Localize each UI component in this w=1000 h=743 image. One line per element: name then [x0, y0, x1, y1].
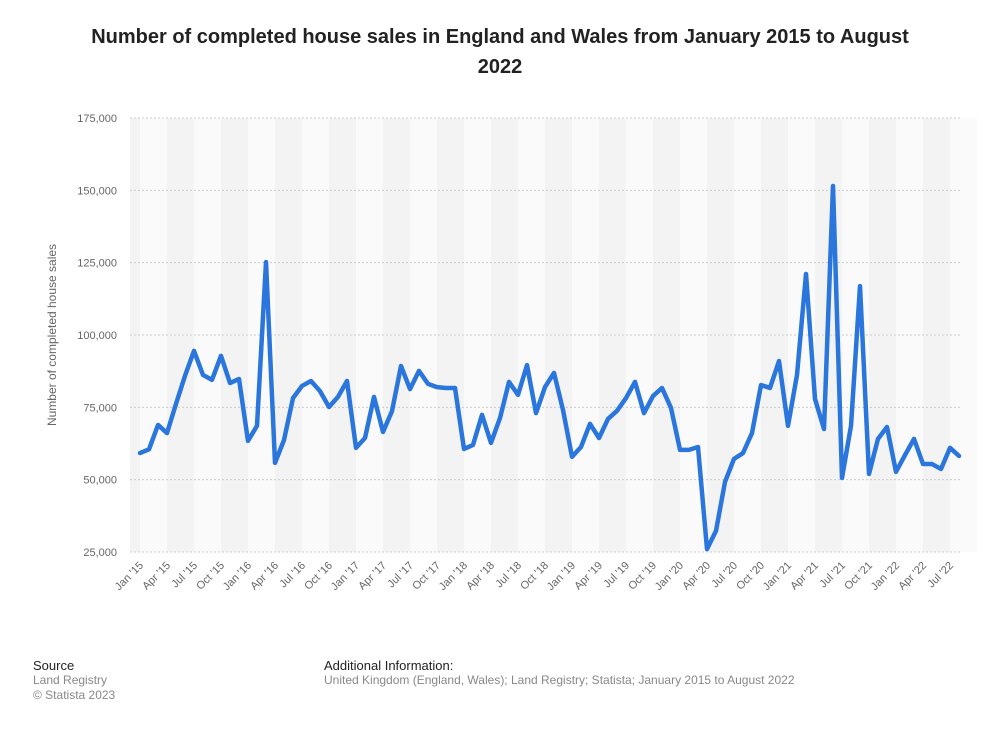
x-tick-label: Jan '19: [545, 560, 578, 593]
x-tick-label: Oct '21: [842, 560, 875, 593]
source-label: Source: [33, 658, 75, 673]
y-tick-label: 50,000: [83, 475, 117, 487]
copyright: © Statista 2023: [33, 688, 116, 702]
y-tick-label: 75,000: [83, 402, 117, 414]
source-line: Land Registry: [33, 673, 108, 687]
info-label: Additional Information:: [324, 658, 454, 673]
x-tick-label: Apr '18: [464, 560, 497, 593]
y-tick-label: 150,000: [77, 185, 117, 197]
x-tick-label: Oct '20: [734, 560, 767, 593]
x-tick-label: Apr '19: [572, 560, 605, 593]
info-text: United Kingdom (England, Wales); Land Re…: [324, 673, 795, 687]
line-chart: 25,000 50,000 75,000 100,000 125,000 150,000 1…: [45, 113, 962, 593]
x-tick-label: Oct '17: [410, 560, 443, 593]
x-tick-label: Jan '15: [113, 560, 146, 593]
y-tick-label: 25,000: [83, 547, 117, 559]
x-tick-label: Jan '21: [761, 560, 794, 593]
x-tick-label: Oct '18: [518, 560, 551, 593]
x-tick-label: Oct '16: [302, 560, 335, 593]
x-tick-label: Apr '22: [896, 560, 929, 593]
x-tick-label: Oct '15: [194, 560, 227, 593]
x-tick-label: Jan '18: [437, 560, 470, 593]
x-tick-label: Jan '20: [653, 560, 686, 593]
x-tick-label: Jan '17: [329, 560, 362, 593]
y-tick-label: 125,000: [77, 258, 117, 270]
y-tick-label: 100,000: [77, 330, 117, 342]
chart-title: Number of completed house sales in Engla…: [91, 26, 909, 78]
source-block: Source Land Registry © Statista 2023: [33, 658, 115, 703]
info-block: Additional Information: United Kingdom (…: [324, 658, 795, 688]
x-tick-label: Apr '15: [140, 560, 173, 593]
x-tick-label: Oct '19: [626, 560, 659, 593]
x-tick-label: Apr '16: [248, 560, 281, 593]
y-tick-label: 175,000: [77, 113, 117, 125]
x-tick-label: Jan '16: [221, 560, 254, 593]
x-tick-label: Jan '22: [869, 560, 902, 593]
x-tick-label: Apr '21: [788, 560, 821, 593]
series-line: [137, 183, 962, 552]
x-tick-label: Apr '17: [356, 560, 389, 593]
y-axis-label: Number of completed house sales: [45, 244, 59, 426]
x-tick-label: Jul '22: [925, 560, 956, 591]
x-tick-label: Apr '20: [680, 560, 713, 593]
